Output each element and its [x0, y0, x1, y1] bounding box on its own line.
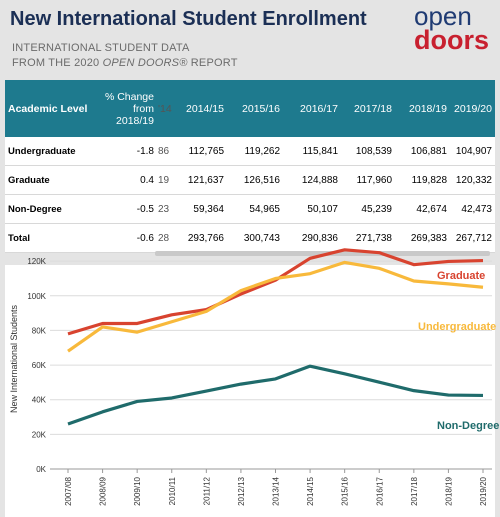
table-cell: 119,828 — [411, 174, 447, 186]
y-tick-label: 120K — [27, 257, 46, 266]
header-cell: 2019/20 — [454, 102, 492, 115]
table-cell: 104,907 — [455, 145, 492, 157]
table-cell: 108,539 — [355, 145, 392, 157]
y-tick-label: 80K — [32, 326, 47, 335]
subtitle: FROM THE 2020 OPEN DOORS® REPORT — [12, 57, 238, 69]
subtitle-part: REPORT — [190, 57, 238, 69]
table-cell: 126,516 — [243, 174, 280, 186]
x-tick-label: 2017/18 — [410, 476, 419, 505]
table-cell: -0.5 — [136, 203, 154, 215]
logo-text: open — [414, 1, 472, 31]
table-cell: 121,637 — [187, 174, 224, 186]
table-cell: 119,262 — [244, 145, 280, 157]
table-cell: 45,239 — [361, 203, 392, 215]
table-cell: 267,712 — [455, 232, 492, 244]
title: New International Student Enrollment — [10, 8, 367, 30]
y-tick-label: 100K — [27, 292, 46, 301]
table: Academic Level % Change from 2018/19 '14 20… — [5, 80, 495, 253]
x-tick-label: 2016/17 — [375, 476, 384, 505]
table-header: Academic Level % Change from 2018/19 '14 20… — [5, 80, 495, 137]
table-cell: Undergraduate — [8, 145, 76, 157]
table-cell: -1.8 — [136, 145, 154, 157]
y-axis-title: New International Students — [9, 304, 19, 413]
table-cell: 50,107 — [307, 203, 338, 215]
table-cell: 28 — [158, 232, 170, 244]
x-tick-label: 2018/19 — [444, 476, 453, 505]
x-tick-label: 2019/20 — [479, 476, 488, 505]
x-tick-label: 2014/15 — [306, 476, 315, 505]
table-cell: Graduate — [8, 174, 50, 186]
x-tick-label: 2013/14 — [272, 476, 281, 505]
x-tick-label: 2011/12 — [202, 476, 211, 505]
header-cell: 2017/18 — [354, 102, 392, 115]
logo: open doors — [414, 1, 498, 55]
legend-label: Non-Degree — [437, 420, 499, 432]
header-cell: Academic Level — [8, 102, 88, 115]
subtitle-part: FROM THE 2020 — [12, 57, 100, 69]
table-cell: -0.6 — [136, 232, 154, 244]
table-row: Graduate 0.4 19 121,637 126,516 124,888 117,96… — [5, 166, 495, 195]
table-cell: 290,836 — [301, 232, 338, 244]
table-cell: 86 — [158, 145, 170, 157]
table-cell: 19 — [158, 174, 170, 186]
table-cell: 300,743 — [243, 232, 280, 244]
header-cell: 2014/15 — [186, 102, 224, 115]
x-tick-label: 2012/13 — [237, 476, 246, 505]
y-tick-label: 60K — [32, 361, 47, 370]
table-cell: 42,473 — [461, 203, 492, 215]
scrollbar — [155, 251, 490, 256]
table-cell: Total — [8, 232, 30, 244]
y-tick-label: 20K — [32, 430, 47, 439]
table-cell: 0.4 — [140, 174, 154, 186]
header-cell: '14 — [158, 102, 172, 115]
legend-label: Graduate — [437, 270, 485, 282]
x-tick-label: 2008/09 — [99, 476, 108, 505]
x-tick-label: 2007/08 — [64, 476, 73, 505]
series-line — [67, 364, 484, 426]
table-cell: 271,738 — [355, 232, 392, 244]
table-cell: 112,765 — [188, 145, 224, 157]
header-cell: 2016/17 — [300, 102, 338, 115]
table-cell: 269,383 — [410, 232, 447, 244]
table-cell: 42,674 — [416, 203, 447, 215]
table-cell: 106,881 — [410, 145, 447, 157]
table-cell: Non-Degree — [8, 203, 62, 215]
x-tick-label: 2010/11 — [168, 476, 177, 505]
table-cell: 293,766 — [187, 232, 224, 244]
table-row: Non-Degree -0.5 23 59,364 54,965 50,107 45,239… — [5, 195, 495, 224]
table-cell: 54,965 — [249, 203, 280, 215]
series-line — [67, 248, 484, 336]
header-cell: 2018/19 — [409, 102, 447, 115]
x-tick-label: 2009/10 — [133, 476, 142, 505]
series-line — [67, 260, 484, 353]
table-row: Undergraduate -1.8 86 112,765 119,262 115,841… — [5, 137, 495, 166]
table-cell: 117,960 — [356, 174, 392, 186]
header-cell: 2015/16 — [242, 102, 280, 115]
y-tick-label: 40K — [32, 396, 47, 405]
table-cell: 124,888 — [301, 174, 338, 186]
legend-label: Undergraduate — [418, 321, 496, 333]
table-cell: 23 — [158, 203, 170, 215]
table-cell: 120,332 — [455, 174, 492, 186]
subtitle: INTERNATIONAL STUDENT DATA — [12, 42, 190, 54]
x-tick-label: 2015/16 — [341, 476, 350, 505]
table-cell: 115,841 — [302, 145, 338, 157]
logo-text: doors — [414, 25, 490, 55]
header-cell: % Change from 2018/19 — [104, 90, 154, 127]
subtitle-part: OPEN DOORS® — [102, 57, 188, 69]
y-tick-label: 0K — [36, 465, 46, 474]
table-cell: 59,364 — [193, 203, 224, 215]
